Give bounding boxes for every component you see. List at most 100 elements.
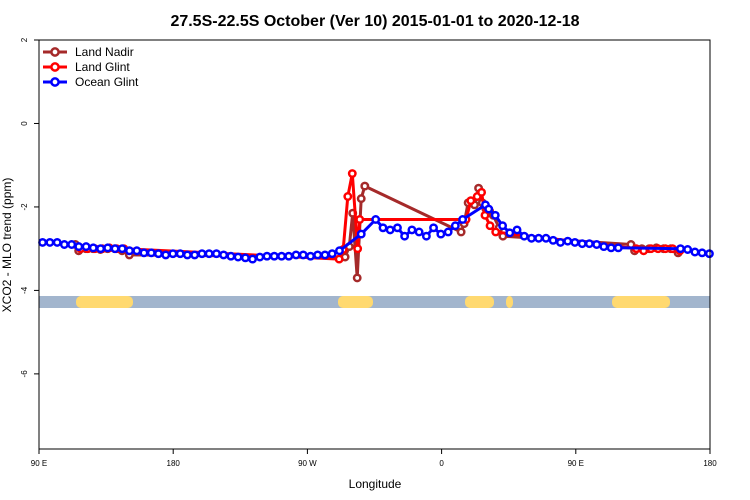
data-point-land-glint	[353, 244, 363, 254]
data-point-ocean-glint	[584, 239, 594, 249]
data-point-ocean-glint	[443, 227, 453, 237]
y-tick-label: -4	[20, 286, 29, 294]
data-point-ocean-glint	[255, 252, 265, 262]
legend-marker	[50, 47, 60, 57]
data-point-ocean-glint	[563, 236, 573, 246]
x-tick-label: 0	[439, 459, 444, 468]
data-point-ocean-glint	[683, 245, 693, 254]
legend-label: Land Nadir	[75, 45, 134, 59]
data-point-ocean-glint	[458, 215, 468, 224]
land-patch	[76, 296, 133, 308]
data-point-ocean-glint	[132, 246, 142, 256]
data-point-ocean-glint	[534, 233, 544, 243]
series-land-glint	[76, 169, 685, 264]
x-axis: 90 E 180 90 W 0 90 E 180	[31, 449, 717, 468]
data-point-ocean-glint	[697, 248, 707, 258]
y-tick-label: -2	[20, 203, 29, 211]
data-point-ocean-glint	[371, 215, 381, 224]
data-point-ocean-glint	[211, 249, 221, 259]
x-tick-label: 180	[703, 459, 717, 468]
data-point-land-nadir	[352, 273, 362, 283]
land-patch	[465, 296, 494, 308]
data-point-ocean-glint	[81, 242, 91, 252]
data-point-ocean-glint	[450, 221, 460, 231]
data-point-ocean-glint	[306, 251, 315, 261]
data-point-ocean-glint	[45, 237, 55, 247]
data-point-land-glint	[485, 221, 495, 231]
data-point-ocean-glint	[512, 225, 522, 235]
data-point-ocean-glint	[421, 231, 431, 241]
data-point-ocean-glint	[284, 251, 294, 261]
data-point-ocean-glint	[240, 253, 250, 263]
data-point-ocean-glint	[592, 240, 602, 249]
data-point-ocean-glint	[269, 251, 279, 261]
legend-marker	[50, 62, 60, 72]
x-tick-label: 180	[167, 459, 181, 468]
legend-label: Land Glint	[75, 60, 130, 74]
data-point-ocean-glint	[125, 246, 134, 256]
data-point-ocean-glint	[110, 244, 120, 254]
data-point-ocean-glint	[226, 251, 236, 261]
data-point-ocean-glint	[690, 247, 700, 257]
data-point-ocean-glint	[327, 249, 337, 259]
data-point-ocean-glint	[197, 249, 207, 259]
data-point-land-glint	[343, 192, 353, 201]
series-line-land-nadir	[74, 184, 679, 280]
data-point-ocean-glint	[182, 250, 192, 260]
data-point-ocean-glint	[414, 227, 424, 237]
y-tick-label: 2	[20, 37, 29, 42]
data-point-ocean-glint	[613, 243, 623, 253]
data-point-ocean-glint	[74, 242, 84, 252]
legend-item-ocean-glint: Ocean Glint	[43, 75, 139, 89]
data-point-land-nadir	[356, 194, 366, 204]
data-point-ocean-glint	[204, 249, 214, 259]
data-point-land-glint	[480, 210, 490, 220]
data-point-ocean-glint	[577, 239, 587, 249]
legend-marker	[50, 77, 60, 87]
data-point-land-glint	[477, 187, 487, 197]
legend-item-land-glint: Land Glint	[43, 60, 130, 74]
x-axis-label: Longitude	[349, 477, 402, 491]
data-point-land-nadir	[360, 181, 370, 191]
y-tick-label: 0	[20, 121, 29, 126]
data-point-ocean-glint	[335, 246, 344, 256]
data-point-ocean-glint	[38, 237, 48, 247]
data-point-ocean-glint	[570, 237, 580, 247]
data-point-ocean-glint	[407, 225, 417, 235]
data-point-ocean-glint	[320, 250, 330, 260]
series-layer	[38, 169, 714, 283]
data-point-ocean-glint	[429, 223, 438, 233]
y-axis: 2 0 -2 -4 -6	[20, 37, 39, 377]
data-point-land-glint	[466, 196, 476, 206]
data-point-ocean-glint	[599, 242, 609, 252]
ocean-band	[39, 296, 710, 308]
data-point-ocean-glint	[233, 252, 243, 262]
data-point-ocean-glint	[175, 249, 185, 259]
data-point-ocean-glint	[498, 221, 508, 231]
data-point-ocean-glint	[356, 229, 366, 239]
data-point-ocean-glint	[219, 250, 229, 260]
data-point-ocean-glint	[190, 250, 200, 260]
data-point-ocean-glint	[153, 249, 163, 259]
data-point-ocean-glint	[248, 254, 257, 264]
data-point-ocean-glint	[393, 223, 402, 233]
data-point-ocean-glint	[146, 248, 156, 258]
data-point-ocean-glint	[168, 249, 178, 259]
data-point-ocean-glint	[117, 244, 127, 254]
data-point-ocean-glint	[67, 240, 77, 249]
data-point-ocean-glint	[88, 243, 98, 253]
data-point-land-glint	[334, 254, 344, 264]
data-point-ocean-glint	[277, 251, 287, 261]
data-point-ocean-glint	[704, 249, 714, 259]
data-point-ocean-glint	[298, 250, 308, 260]
data-point-ocean-glint	[385, 225, 395, 235]
data-point-ocean-glint	[541, 233, 551, 243]
x-tick-label: 90 E	[568, 459, 584, 468]
y-tick-label: -6	[20, 370, 29, 378]
data-point-ocean-glint	[52, 237, 62, 247]
data-point-ocean-glint	[490, 210, 500, 220]
data-point-ocean-glint	[436, 229, 446, 239]
data-point-ocean-glint	[555, 237, 565, 247]
data-point-ocean-glint	[291, 250, 301, 260]
data-point-land-nadir	[456, 227, 466, 237]
